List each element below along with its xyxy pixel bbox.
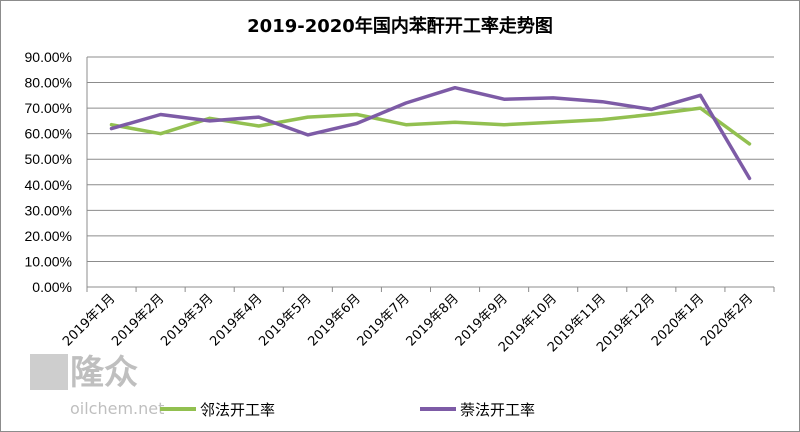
watermark-brand: 隆众 xyxy=(70,353,138,393)
x-tick-label: 2019年5月 xyxy=(256,291,314,349)
x-tick-label: 2019年2月 xyxy=(109,291,167,349)
x-tick-label: 2019年1月 xyxy=(60,291,118,349)
x-tick-label: 2020年2月 xyxy=(698,291,756,349)
series-line-1 xyxy=(109,106,752,146)
y-tick-label: 90.00% xyxy=(25,49,72,65)
y-tick-label: 40.00% xyxy=(25,177,72,193)
grid xyxy=(86,56,775,292)
y-tick-label: 80.00% xyxy=(25,75,72,91)
y-tick-label: 30.00% xyxy=(25,202,72,218)
x-tick-label: 2020年1月 xyxy=(649,291,707,349)
y-tick-label: 60.00% xyxy=(25,126,72,142)
series-lines xyxy=(109,85,752,181)
y-tick-label: 20.00% xyxy=(25,228,72,244)
y-tick-label: 10.00% xyxy=(25,253,72,269)
y-tick-label: 70.00% xyxy=(25,100,72,116)
watermark: 隆众 oilchem.net xyxy=(30,353,164,418)
x-tick-label: 2019年3月 xyxy=(158,291,216,349)
x-tick-label: 2019年8月 xyxy=(404,291,462,349)
legend-label-series-1: 邻法开工率 xyxy=(200,401,275,419)
x-tick-label: 2019年6月 xyxy=(305,291,363,349)
x-tick-label: 2019年7月 xyxy=(355,291,413,349)
legend: 邻法开工率 萘法开工率 xyxy=(160,401,535,419)
legend-label-series-2: 萘法开工率 xyxy=(460,401,535,419)
y-axis-ticks: 0.00% 10.00% 20.00% 30.00% 40.00% 50.00% 60.00… xyxy=(25,49,72,295)
y-tick-label: 50.00% xyxy=(25,151,72,167)
x-tick-label: 2019年4月 xyxy=(207,291,265,349)
y-tick-label: 0.00% xyxy=(32,279,72,295)
series-line-2 xyxy=(109,85,752,181)
chart-title: 2019-2020年国内苯酐开工率走势图 xyxy=(247,15,553,37)
watermark-site: oilchem.net xyxy=(70,399,164,418)
x-axis-ticks: 2019年1月2019年2月2019年3月2019年4月2019年5月2019年… xyxy=(60,291,756,355)
watermark-logo-block xyxy=(30,354,68,390)
